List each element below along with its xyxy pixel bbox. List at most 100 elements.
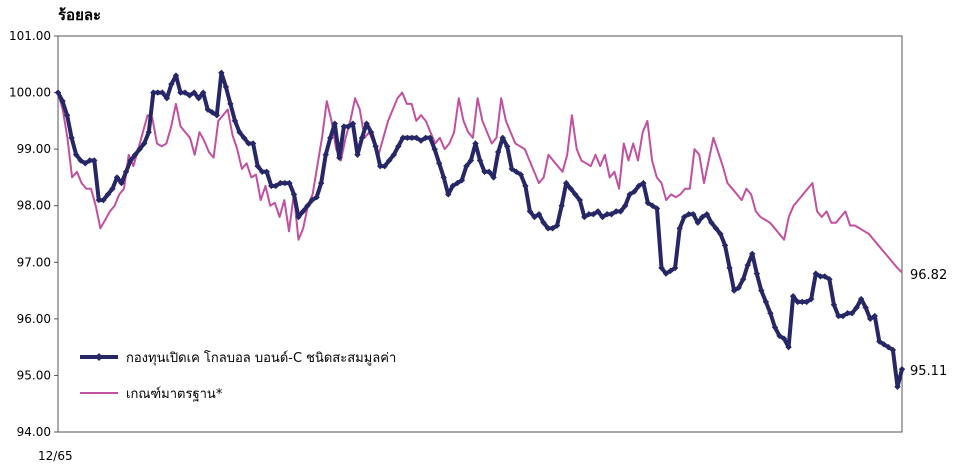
series-point-fund	[730, 287, 738, 294]
series-point-fund	[376, 162, 384, 170]
series-point-fund	[386, 157, 393, 164]
series-point-fund	[186, 92, 193, 99]
series-point-fund	[417, 137, 425, 144]
series-point-fund	[86, 157, 93, 164]
series-point-fund	[753, 270, 760, 277]
series-point-fund	[390, 151, 397, 158]
series-point-fund	[154, 89, 162, 96]
series-point-fund	[54, 89, 62, 96]
series-point-fund	[612, 208, 620, 215]
series-point-fund	[127, 157, 134, 164]
series-point-fund	[77, 157, 84, 164]
series-point-fund	[717, 230, 724, 238]
y-tick-label: 94.00	[17, 425, 51, 439]
series-point-fund	[68, 134, 75, 142]
series-point-fund	[789, 293, 797, 300]
legend: กองทุนเปิดเค โกลบอล บอนด์-C ชนิดสะสมมูลค…	[80, 350, 396, 402]
series-point-fund	[299, 208, 307, 215]
series-point-fund	[517, 171, 525, 178]
series-point-fund	[181, 89, 189, 96]
series-point-fund	[631, 188, 638, 195]
series-point-fund	[195, 95, 202, 102]
series-point-fund	[603, 211, 611, 218]
series-point-fund	[240, 134, 248, 142]
series-point-fund	[785, 343, 792, 351]
series-point-fund	[780, 335, 788, 342]
series-point-fund	[290, 191, 298, 198]
series-point-fund	[572, 191, 579, 198]
series-point-fund	[200, 89, 207, 96]
x-tick-label: 12/65	[38, 449, 73, 463]
series-point-fund	[558, 202, 565, 209]
y-axis-ticks: 94.00 95.00 96.00 97.00 98.00 99.00 100.00 101.…	[9, 29, 58, 439]
series-point-fund	[535, 211, 543, 218]
series-point-fund	[758, 287, 765, 294]
series-point-fund	[894, 383, 901, 390]
series-point-fund	[413, 134, 420, 142]
series-point-fund	[168, 80, 175, 88]
series-point-fund	[95, 196, 103, 204]
series-point-fund	[590, 211, 597, 218]
series-point-fund	[349, 120, 357, 127]
series-line-benchmark	[57, 91, 903, 274]
series-point-fund	[104, 191, 112, 198]
series-point-fund	[499, 134, 506, 142]
series-point-fund	[286, 179, 293, 187]
series-point-fund	[204, 106, 211, 113]
legend-label-fund: กองทุนเปิดเค โกลบอล บอนด์-C ชนิดสะสมมูลค…	[126, 350, 396, 366]
series-point-fund	[853, 304, 860, 311]
series-point-fund	[830, 301, 838, 308]
series-point-fund	[463, 162, 470, 170]
series-point-fund	[581, 213, 588, 221]
series-point-fund	[281, 179, 289, 187]
series-point-fund	[363, 120, 370, 127]
series-point-fund	[304, 202, 311, 209]
series-point-fund	[594, 208, 602, 215]
y-tick-label: 98.00	[17, 199, 51, 213]
series-point-fund	[236, 128, 243, 136]
series-point-fund	[685, 211, 692, 218]
series-point-fund	[145, 128, 152, 136]
series-point-fund	[404, 134, 411, 142]
series-point-fund	[549, 225, 556, 232]
y-tick-label: 99.00	[17, 142, 51, 156]
series-point-fund	[776, 332, 783, 340]
series-point-fund	[231, 117, 239, 125]
series-point-fund	[72, 151, 80, 158]
series-point-fund	[649, 202, 656, 209]
series-point-fund	[712, 225, 720, 232]
series-point-fund	[372, 143, 379, 150]
series-point-fund	[399, 134, 407, 142]
series-point-fund	[218, 69, 225, 76]
series-point-fund	[576, 196, 584, 204]
y-tick-label: 100.00	[9, 86, 51, 100]
series-point-fund	[762, 298, 770, 306]
series-point-fund	[277, 179, 284, 187]
series-point-fund	[59, 97, 66, 105]
series-point-fund	[735, 284, 742, 291]
series-point-fund	[644, 199, 652, 207]
series-point-fund	[721, 242, 729, 249]
series-point-fund	[485, 168, 493, 175]
series-point-fund	[676, 225, 683, 232]
series-point-fund	[190, 89, 198, 96]
y-tick-label: 101.00	[9, 29, 51, 43]
series-point-fund	[109, 185, 116, 192]
series-point-fund	[422, 134, 429, 142]
series-point-fund	[295, 213, 302, 221]
series-point-fund	[82, 160, 89, 167]
series-point-fund	[812, 270, 819, 277]
series-point-fund	[254, 162, 261, 170]
series-point-fund	[322, 151, 329, 158]
series-point-fund	[803, 298, 810, 306]
series-point-fund	[313, 194, 320, 201]
end-label-benchmark: 96.82	[910, 268, 947, 283]
series-point-fund	[494, 148, 502, 156]
series-layer	[54, 69, 906, 390]
series-point-fund	[467, 157, 475, 164]
series-point-fund	[340, 123, 348, 130]
legend-label-benchmark: เกณฑ์มาตรฐาน*	[126, 386, 223, 402]
series-point-fund	[667, 267, 674, 274]
series-point-fund	[272, 182, 280, 190]
